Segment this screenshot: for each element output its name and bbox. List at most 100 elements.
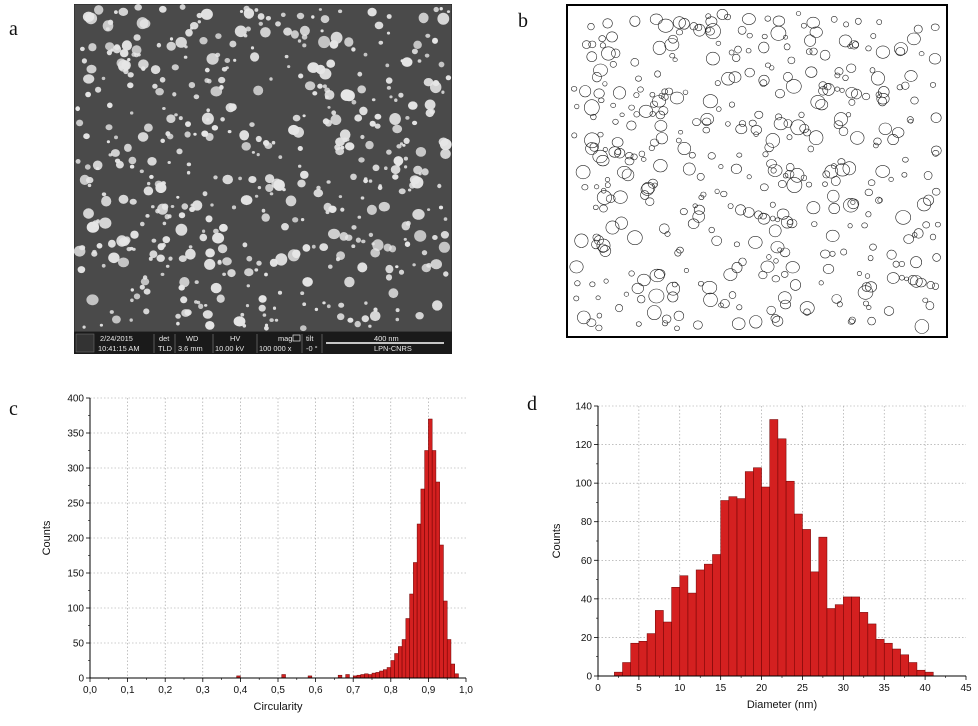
- outline-particle: [830, 176, 841, 187]
- outline-particle: [705, 27, 715, 36]
- y-tick-label: 40: [581, 594, 593, 605]
- histogram-bar: [409, 593, 414, 679]
- x-tick-label: 0,5: [271, 685, 285, 696]
- histogram-bar: [428, 418, 433, 679]
- outline-particle: [876, 19, 883, 25]
- outline-particle: [595, 295, 601, 301]
- sem-particle: [75, 106, 80, 112]
- y-tick-label: 20: [581, 633, 593, 644]
- outline-particle: [770, 314, 781, 323]
- sem-particle: [248, 176, 257, 183]
- outline-particle: [664, 231, 671, 237]
- outline-particle: [693, 320, 703, 330]
- sem-particle: [114, 135, 118, 140]
- outline-particle: [818, 280, 824, 286]
- outline-particle: [864, 281, 877, 293]
- sem-particle: [254, 8, 259, 12]
- histogram-bar: [443, 600, 448, 679]
- sem-particle: [99, 217, 112, 229]
- sem-particle: [307, 62, 320, 73]
- x-tick-label: 0,4: [233, 685, 247, 696]
- sem-particle: [178, 255, 187, 262]
- outline-particle: [596, 155, 610, 167]
- sem-particle: [139, 19, 151, 29]
- outline-particle: [649, 91, 656, 98]
- x-tick-label: 45: [960, 683, 972, 694]
- outline-particle: [698, 194, 705, 200]
- sem-particle: [360, 134, 365, 140]
- outline-particle: [775, 217, 781, 223]
- histogram-bar: [875, 639, 885, 677]
- outline-particle: [571, 86, 578, 92]
- outline-particle: [749, 315, 763, 329]
- outline-particle: [714, 80, 721, 86]
- sem-particle: [398, 92, 404, 98]
- outline-particle: [695, 23, 703, 32]
- sem-particle: [368, 324, 372, 328]
- sem-particle: [250, 46, 255, 50]
- panel-label-a: a: [9, 18, 18, 40]
- sem-particle: [86, 294, 99, 306]
- outline-particle: [678, 18, 690, 30]
- sem-time: 10:41:15 AM: [98, 344, 140, 353]
- sem-particle: [261, 213, 270, 222]
- histogram-bar: [834, 604, 844, 677]
- sem-particle: [326, 180, 331, 184]
- outline-particle: [806, 16, 820, 29]
- x-tick-label: 0: [595, 683, 601, 694]
- outline-particle: [932, 150, 940, 157]
- sem-particle: [127, 72, 134, 78]
- sem-particle: [344, 37, 354, 47]
- outline-particle: [895, 210, 912, 225]
- outline-particle: [737, 25, 747, 35]
- sem-particle: [260, 27, 271, 38]
- sem-particle: [108, 252, 120, 264]
- sem-particle: [367, 7, 377, 17]
- sem-particle: [274, 318, 279, 322]
- sem-particle: [432, 37, 438, 44]
- sem-particle: [355, 237, 361, 243]
- histogram-bar: [401, 639, 407, 679]
- outline-particle: [930, 145, 942, 156]
- sem-particle: [88, 43, 97, 52]
- sem-particle: [137, 132, 149, 142]
- sem-particle: [339, 232, 349, 241]
- sem-mag-icon: [292, 334, 301, 342]
- sem-particle: [96, 243, 103, 249]
- sem-particle: [425, 33, 431, 38]
- sem-particle: [152, 83, 158, 89]
- histogram-bar: [390, 660, 395, 679]
- histogram-bar: [892, 648, 901, 677]
- sem-particle: [133, 34, 141, 41]
- outline-particle: [842, 74, 849, 81]
- outline-particle: [720, 190, 728, 198]
- outline-particle: [629, 15, 641, 27]
- x-tick-label: 0,9: [421, 685, 435, 696]
- histogram-bar: [375, 672, 380, 679]
- outline-particle: [861, 282, 872, 292]
- outline-particle: [598, 35, 606, 42]
- outline-particle: [593, 63, 608, 77]
- outline-particle: [637, 295, 646, 304]
- sem-particle: [227, 269, 236, 278]
- sem-particle: [160, 138, 165, 143]
- sem-particle: [148, 256, 153, 261]
- histogram-bar: [671, 587, 681, 677]
- histogram-bar: [454, 673, 459, 679]
- sem-particle: [157, 243, 165, 251]
- outline-particle: [901, 172, 908, 178]
- outline-particle: [770, 215, 776, 222]
- sem-particle: [408, 101, 418, 110]
- outline-particle: [895, 47, 906, 57]
- sem-particle: [94, 5, 104, 15]
- sem-particle: [192, 200, 203, 211]
- x-tick-label: 0,0: [83, 685, 97, 696]
- sem-particle: [245, 26, 251, 32]
- sem-particle: [180, 296, 188, 304]
- sem-particle: [399, 142, 404, 146]
- outline-particle: [605, 220, 620, 235]
- sem-particle: [371, 98, 376, 102]
- outline-particle: [790, 279, 802, 291]
- sem-particle: [185, 29, 193, 37]
- outline-particle: [769, 65, 775, 71]
